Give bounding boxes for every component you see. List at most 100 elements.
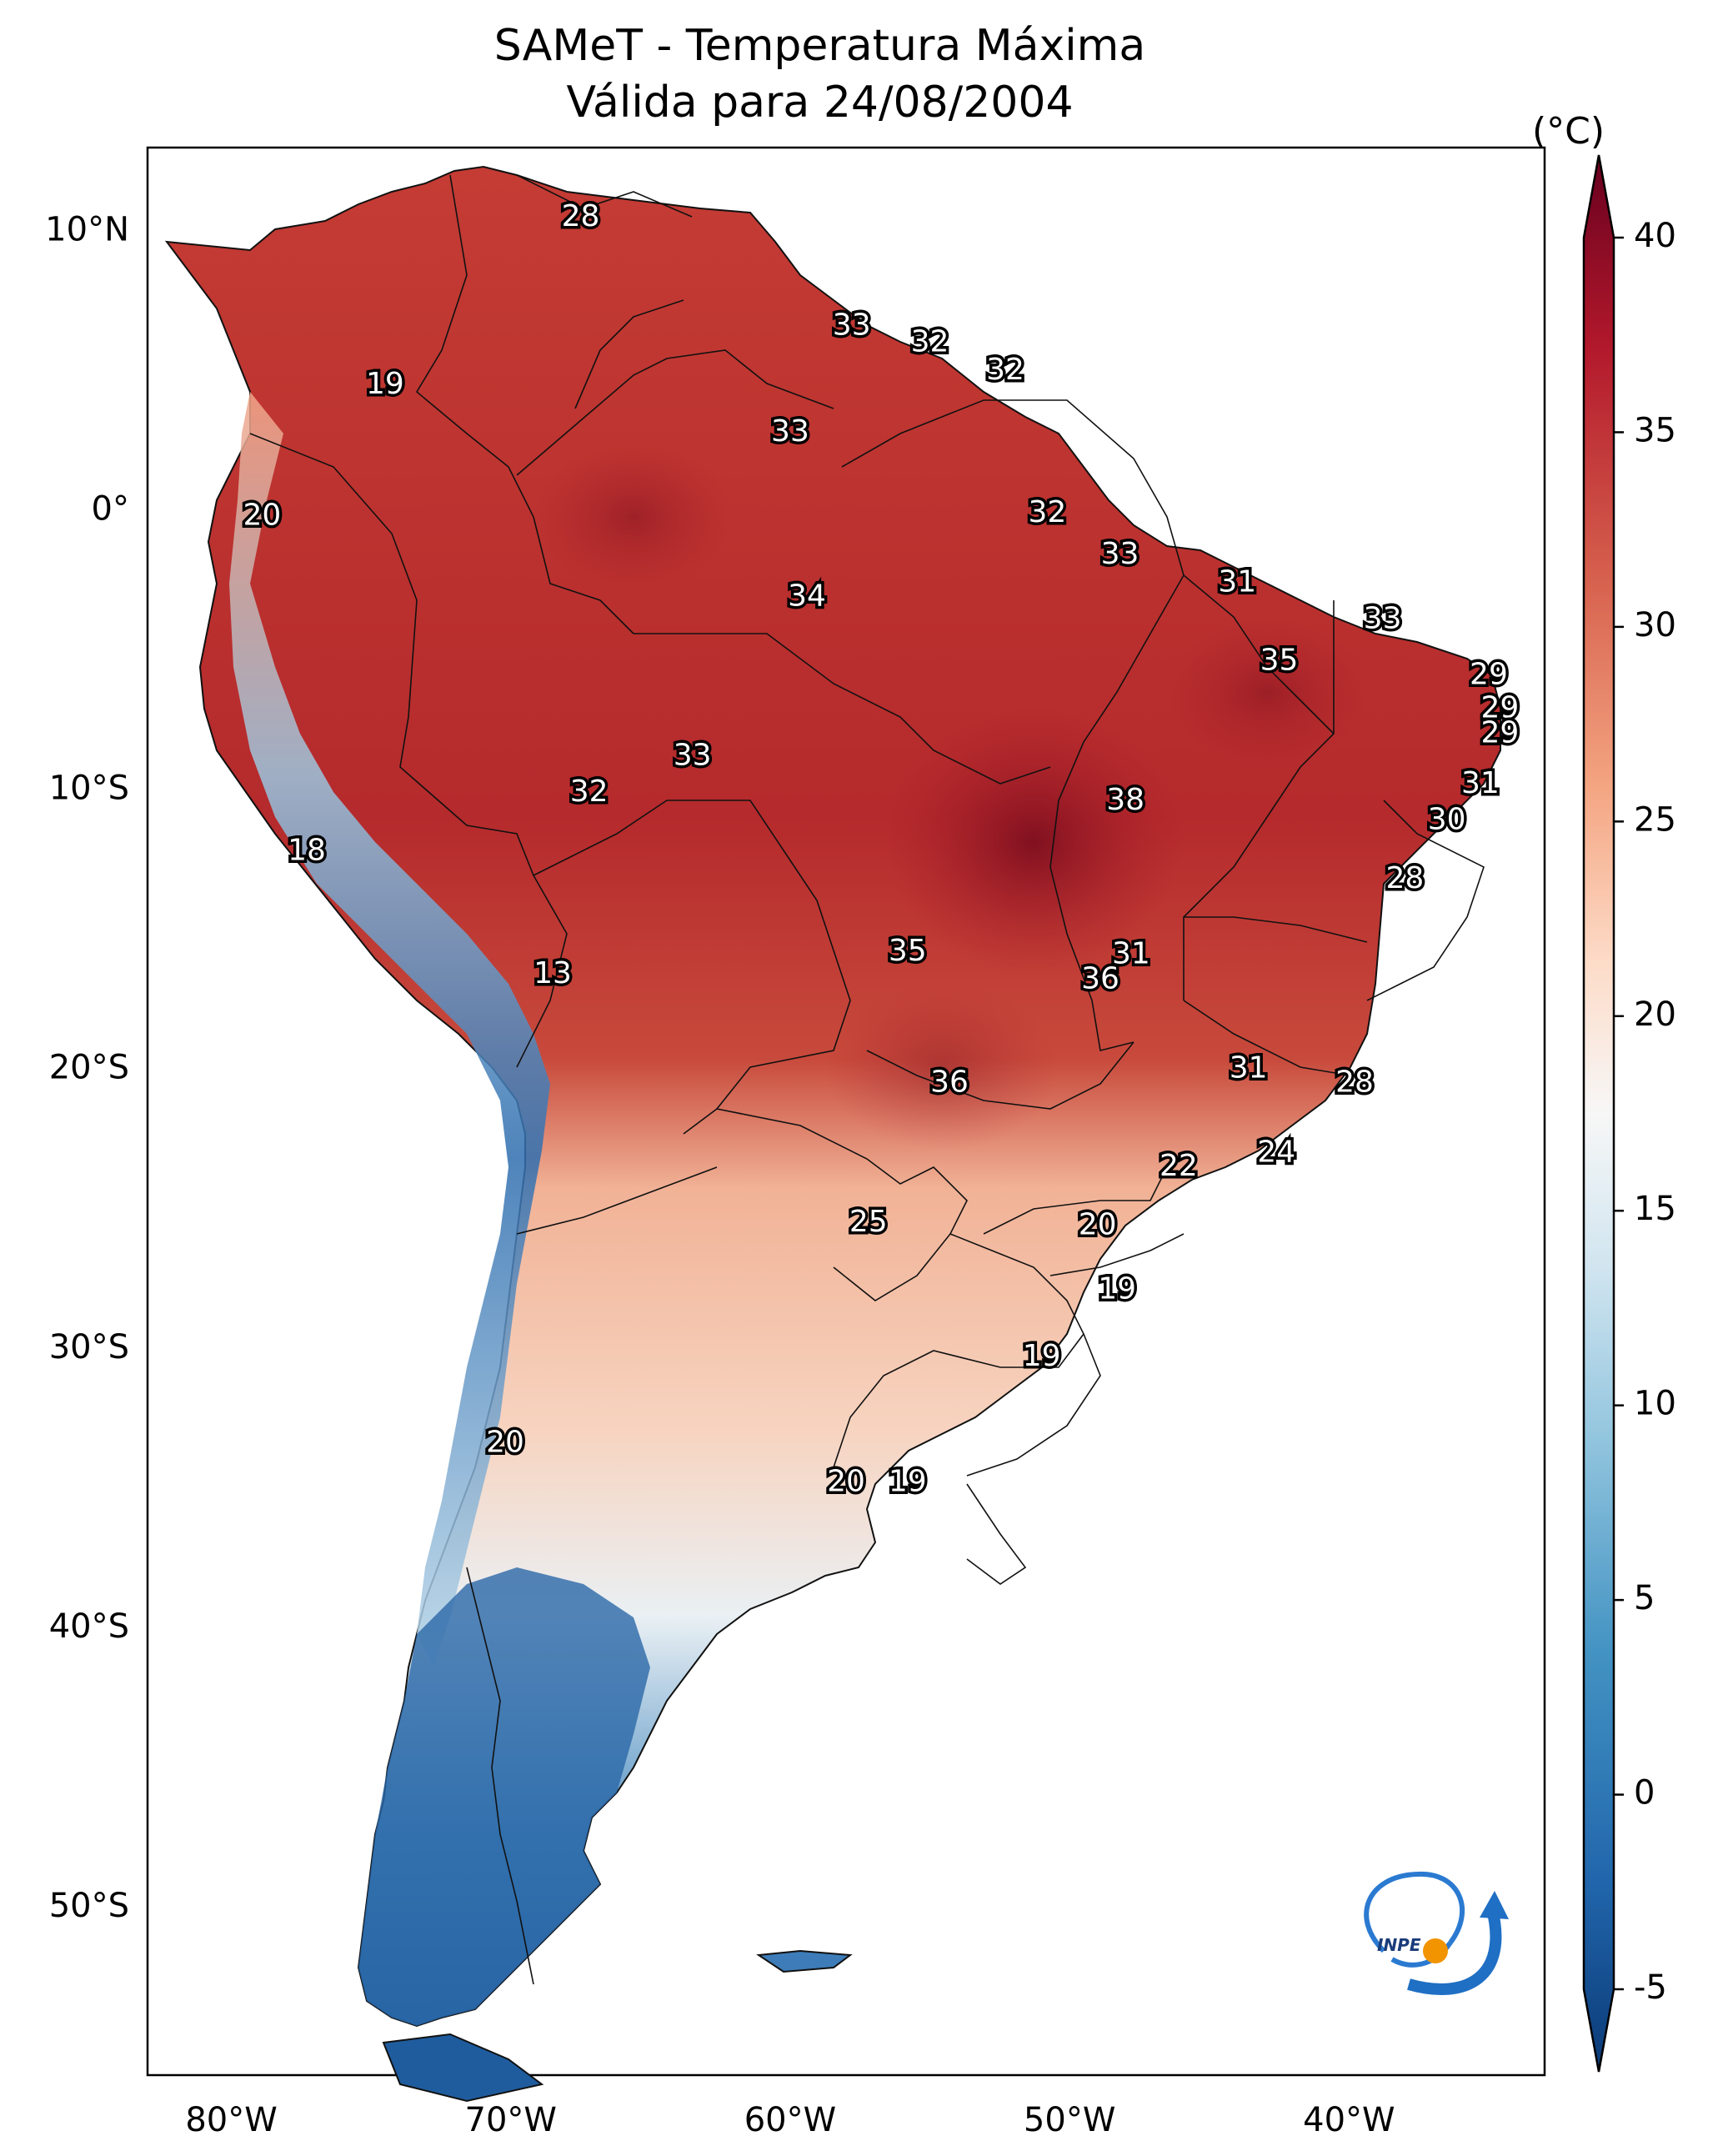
map-value-label: 19 bbox=[889, 1465, 927, 1499]
colorbar: 40 35 30 25 20 15 10 5 0 -5 bbox=[1582, 154, 1676, 2073]
map-value-label: 31 bbox=[1112, 936, 1150, 970]
map-value-label-outline: 31 bbox=[1218, 565, 1256, 599]
map-value-label: 32 bbox=[911, 325, 949, 359]
map-value-label: 32 bbox=[1028, 495, 1066, 529]
map-value-label: 33 bbox=[1364, 601, 1402, 635]
map-value-label: 38 bbox=[1106, 783, 1144, 817]
map-value-label-outline: 32 bbox=[911, 325, 949, 359]
colorbar-tick-label: 35 bbox=[1634, 411, 1676, 449]
map-value-label-outline: 32 bbox=[986, 353, 1024, 387]
colorbar-tick-label: 10 bbox=[1634, 1385, 1676, 1423]
latitude-tick-label: 10°S bbox=[49, 770, 129, 808]
map-value-label-outline: 36 bbox=[930, 1065, 969, 1099]
map-value-label-outline: 31 bbox=[1112, 936, 1150, 970]
map-value-label: 20 bbox=[827, 1465, 865, 1499]
map-value-label: 18 bbox=[288, 833, 326, 867]
map-value-label-outline: 31 bbox=[1230, 1051, 1268, 1086]
title-line-1: SAMeT - Temperatura Máxima bbox=[493, 21, 1146, 71]
map-value-label: 19 bbox=[366, 367, 404, 401]
map-value-label-outline: 19 bbox=[1098, 1271, 1136, 1306]
longitude-tick-label: 50°W bbox=[1024, 2101, 1115, 2139]
map-value-label: 32 bbox=[570, 775, 609, 809]
colorbar-ticks: 40 35 30 25 20 15 10 5 0 -5 bbox=[1614, 217, 1676, 2007]
latitude-labels: 10°N 0° 10°S 20°S 30°S 40°S 50°S bbox=[45, 211, 129, 1925]
colorbar-tick-label: 0 bbox=[1634, 1774, 1655, 1813]
title-line-2: Válida para 24/08/2004 bbox=[566, 78, 1074, 128]
inpe-logo-text: INPE bbox=[1377, 1935, 1421, 1955]
map-value-label-outline: 13 bbox=[533, 956, 572, 990]
map-value-label: 13 bbox=[533, 956, 572, 990]
colorbar-tick-label: -5 bbox=[1634, 1968, 1667, 2007]
map-value-label-outline: 20 bbox=[827, 1465, 865, 1499]
longitude-tick-label: 60°W bbox=[744, 2101, 836, 2139]
map-value-label: 33 bbox=[833, 308, 871, 342]
colorbar-tick-label: 30 bbox=[1634, 606, 1676, 644]
map-value-label-outline: 32 bbox=[1028, 495, 1066, 529]
map-value-label-outline: 33 bbox=[771, 414, 809, 449]
south-america-landmass bbox=[164, 165, 1501, 2103]
map-value-label: 29 bbox=[1480, 716, 1519, 750]
map-value-label-outline: 33 bbox=[674, 738, 712, 772]
map-value-label-outline: 25 bbox=[849, 1205, 888, 1239]
map-value-label: 28 bbox=[1385, 861, 1424, 895]
map-value-label-outline: 22 bbox=[1160, 1149, 1198, 1183]
inpe-logo: INPE bbox=[1364, 1871, 1509, 1995]
map-value-label-outline: 20 bbox=[243, 498, 282, 532]
map-value-label-outline: 19 bbox=[1023, 1339, 1061, 1373]
latitude-tick-label: 50°S bbox=[49, 1887, 129, 1925]
map-value-label: 36 bbox=[930, 1065, 969, 1099]
country-boundaries bbox=[249, 174, 1485, 1985]
colorbar-tick-label: 25 bbox=[1634, 800, 1676, 839]
map-value-label-outline: 28 bbox=[1385, 861, 1424, 895]
map-value-label: 32 bbox=[986, 353, 1024, 387]
map-value-label: 35 bbox=[1260, 644, 1299, 678]
map-value-label: 35 bbox=[889, 934, 927, 968]
map-value-label-outline: 24 bbox=[1257, 1135, 1295, 1169]
map-value-label-outline: 36 bbox=[1081, 962, 1119, 996]
map-value-label-outline: 28 bbox=[1335, 1065, 1374, 1099]
map-value-label-outline: 29 bbox=[1470, 657, 1508, 691]
latitude-tick-label: 20°S bbox=[49, 1049, 129, 1087]
map-value-label: 19 bbox=[1023, 1339, 1061, 1373]
map-value-label-outline: 18 bbox=[288, 833, 326, 867]
map-value-label-outline: 33 bbox=[1101, 537, 1139, 571]
longitude-tick-label: 40°W bbox=[1303, 2101, 1395, 2139]
map-value-label-outline: 35 bbox=[1260, 644, 1299, 678]
map-value-label: 20 bbox=[243, 498, 282, 532]
map-value-label-outline: 20 bbox=[1079, 1207, 1117, 1241]
map-value-label: 28 bbox=[562, 199, 600, 233]
map-value-label-outline: 19 bbox=[366, 367, 404, 401]
colorbar-bar bbox=[1582, 154, 1615, 2073]
colorbar-tick-label: 40 bbox=[1634, 217, 1676, 255]
map-value-label: 29 bbox=[1470, 657, 1508, 691]
colorbar-unit-label: (°C) bbox=[1532, 110, 1605, 153]
longitude-tick-label: 70°W bbox=[465, 2101, 557, 2139]
map-value-label-outline: 20 bbox=[486, 1426, 524, 1460]
colorbar-tick-label: 5 bbox=[1634, 1579, 1655, 1617]
latitude-tick-label: 40°S bbox=[49, 1607, 129, 1646]
latitude-tick-label: 0° bbox=[92, 490, 129, 529]
map-value-label: 20 bbox=[486, 1426, 524, 1460]
colorbar-tick-label: 15 bbox=[1634, 1190, 1676, 1228]
map-value-label-outline: 28 bbox=[562, 199, 600, 233]
map-value-label-outline: 35 bbox=[889, 934, 927, 968]
map-value-label: 22 bbox=[1160, 1149, 1198, 1183]
map-value-label: 33 bbox=[1101, 537, 1139, 571]
map-value-label-outline: 33 bbox=[833, 308, 871, 342]
map-value-label-outline: 34 bbox=[788, 579, 826, 613]
map-value-label: 25 bbox=[849, 1205, 888, 1239]
map-value-label: 30 bbox=[1428, 803, 1466, 837]
map-value-label-outline: 38 bbox=[1106, 783, 1144, 817]
map-value-label-outline: 33 bbox=[1364, 601, 1402, 635]
map-value-label-outline: 29 bbox=[1480, 716, 1519, 750]
latitude-tick-label: 30°S bbox=[49, 1328, 129, 1366]
map-value-label-outline: 29 bbox=[1480, 690, 1519, 725]
longitude-labels: 80°W 70°W 60°W 50°W 40°W bbox=[185, 2101, 1395, 2139]
map-value-label: 20 bbox=[1079, 1207, 1117, 1241]
map-value-label-outline: 32 bbox=[570, 775, 609, 809]
map-value-label: 31 bbox=[1461, 766, 1500, 800]
map-value-label: 29 bbox=[1480, 690, 1519, 725]
map-value-label: 19 bbox=[1098, 1271, 1136, 1306]
